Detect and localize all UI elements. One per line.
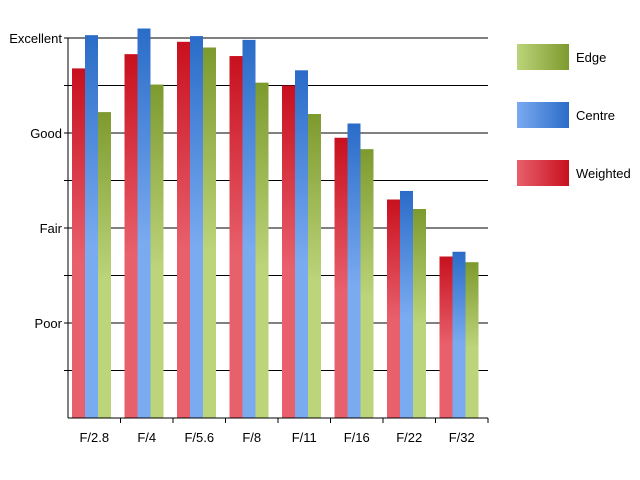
bar-centre-f-2-8: [85, 35, 98, 419]
bar-centre-f-22: [400, 190, 413, 418]
axes: [64, 37, 489, 423]
bar-weighted-f-22: [387, 199, 400, 418]
bar-edge-f-16: [360, 149, 374, 418]
bar-centre-f-4: [137, 28, 151, 418]
bar-centre-f-11: [295, 70, 308, 419]
bar-weighted-f-11: [282, 85, 295, 418]
legend-label-centre: Centre: [576, 108, 615, 123]
bars: [72, 28, 479, 419]
bar-centre-f-32: [452, 251, 466, 418]
bar-weighted-f-5-6: [177, 41, 190, 419]
y-tick-label-fair: Fair: [40, 221, 63, 236]
y-tick-label-excellent: Excellent: [9, 31, 62, 46]
bar-weighted-f-16: [334, 137, 348, 418]
legend: Edge Centre Weighted: [517, 44, 631, 186]
legend-swatch-weighted: [517, 160, 569, 186]
x-tick-label-f-16: F/16: [344, 430, 370, 445]
y-tick-labels: Poor Fair Good Excellent: [9, 31, 62, 331]
bar-edge-f-8: [255, 82, 269, 419]
x-tick-label-f-4: F/4: [137, 430, 156, 445]
x-tick-label-f-22: F/22: [396, 430, 422, 445]
legend-swatch-edge: [517, 44, 569, 70]
x-tick-label-f-5-6: F/5.6: [184, 430, 214, 445]
legend-label-edge: Edge: [576, 50, 606, 65]
bar-edge-f-22: [413, 209, 426, 418]
x-tick-label-f-8: F/8: [242, 430, 261, 445]
bar-edge-f-32: [465, 262, 479, 418]
bar-edge-f-2-8: [98, 112, 111, 418]
x-tick-labels: F/2.8 F/4 F/5.6 F/8 F/11 F/16 F/22 F/32: [79, 430, 474, 445]
x-tick-label-f-32: F/32: [449, 430, 475, 445]
bar-edge-f-4: [150, 84, 164, 419]
y-tick-label-good: Good: [30, 126, 62, 141]
bar-edge-f-11: [308, 114, 321, 418]
y-tick-label-poor: Poor: [35, 316, 63, 331]
x-tick-label-f-11: F/11: [292, 430, 317, 445]
bar-centre-f-8: [242, 39, 256, 419]
x-tick-label-f-2-8: F/2.8: [79, 430, 109, 445]
legend-swatch-centre: [517, 102, 569, 128]
bar-centre-f-16: [347, 123, 361, 418]
bar-weighted-f-4: [124, 54, 138, 419]
bar-weighted-f-8: [229, 56, 243, 419]
legend-label-weighted: Weighted: [576, 166, 631, 181]
bar-weighted-f-2-8: [72, 68, 85, 419]
bar-weighted-f-32: [439, 256, 453, 418]
bar-edge-f-5-6: [203, 47, 216, 418]
bar-centre-f-5-6: [190, 36, 203, 418]
